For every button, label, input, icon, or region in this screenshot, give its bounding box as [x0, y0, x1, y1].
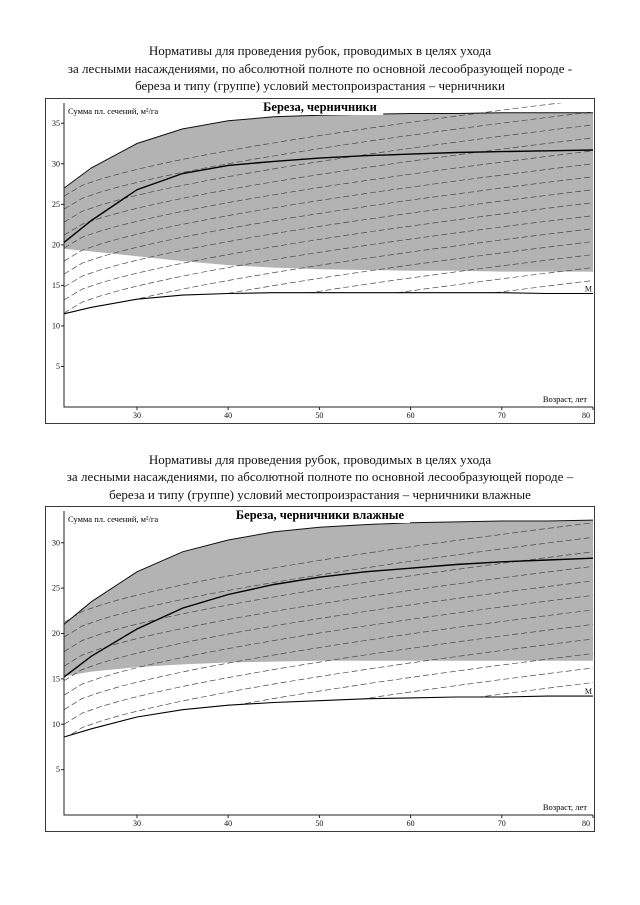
- svg-text:15: 15: [52, 675, 60, 684]
- chart-1: Береза, черничники Сумма пл. сечений, м²…: [45, 97, 595, 424]
- chart-2: Береза, черничники влажные Сумма пл. сеч…: [45, 506, 595, 833]
- document-page: Нормативы для проведения рубок, проводим…: [0, 0, 640, 833]
- svg-text:40: 40: [224, 411, 232, 420]
- svg-text:60: 60: [407, 819, 415, 828]
- svg-text:50: 50: [315, 819, 323, 828]
- svg-text:30: 30: [133, 411, 141, 420]
- svg-text:5: 5: [56, 765, 60, 774]
- heading-2-line-1: Нормативы для проведения рубок, проводим…: [148, 451, 492, 467]
- chart-1-plot: 30 40 50 60 70 80 5 10 15 20 25 30 35 M: [46, 99, 594, 423]
- svg-text:M: M: [585, 284, 592, 293]
- chart-2-title: Береза, черничники влажные: [229, 508, 411, 524]
- chart-2-plot: 30 40 50 60 70 80 5 10 15 20 25 30 M: [46, 507, 594, 831]
- heading-1-line-2: за лесными насаждениями, по абсолютной п…: [67, 60, 573, 76]
- svg-text:40: 40: [224, 819, 232, 828]
- svg-text:30: 30: [52, 159, 60, 168]
- svg-text:50: 50: [315, 411, 323, 420]
- svg-text:30: 30: [133, 819, 141, 828]
- svg-text:80: 80: [582, 819, 590, 828]
- svg-text:80: 80: [582, 411, 590, 420]
- svg-text:M: M: [585, 687, 592, 696]
- svg-text:70: 70: [498, 819, 506, 828]
- svg-text:70: 70: [498, 411, 506, 420]
- chart-1-title: Береза, черничники: [257, 99, 383, 115]
- chart-2-y-axis-label: Сумма пл. сечений, м²/га: [68, 514, 159, 525]
- heading-1: Нормативы для проведения рубок, проводим…: [0, 0, 640, 95]
- svg-text:30: 30: [52, 539, 60, 548]
- heading-1-line-1: Нормативы для проведения рубок, проводим…: [148, 43, 492, 58]
- chart-1-x-axis-label: Возраст, лет: [540, 393, 589, 404]
- svg-text:10: 10: [52, 720, 60, 729]
- svg-text:15: 15: [52, 281, 60, 290]
- svg-text:5: 5: [56, 362, 60, 371]
- heading-2: Нормативы для проведения рубок, проводим…: [0, 451, 640, 504]
- chart-1-y-axis-label: Сумма пл. сечений, м²/га: [68, 105, 159, 116]
- svg-text:25: 25: [52, 199, 60, 208]
- heading-1-line-3: береза и типу (группе) условий местопрои…: [135, 78, 505, 94]
- svg-text:25: 25: [52, 584, 60, 593]
- svg-text:20: 20: [52, 240, 60, 249]
- svg-text:10: 10: [52, 321, 60, 330]
- chart-2-x-axis-label: Возраст, лет: [540, 802, 589, 813]
- svg-text:35: 35: [52, 118, 60, 127]
- heading-2-line-3: береза и типу (группе) условий местопрои…: [109, 486, 531, 502]
- heading-2-line-2: за лесными насаждениями, по абсолютной п…: [66, 469, 574, 485]
- svg-text:60: 60: [407, 411, 415, 420]
- svg-text:20: 20: [52, 629, 60, 638]
